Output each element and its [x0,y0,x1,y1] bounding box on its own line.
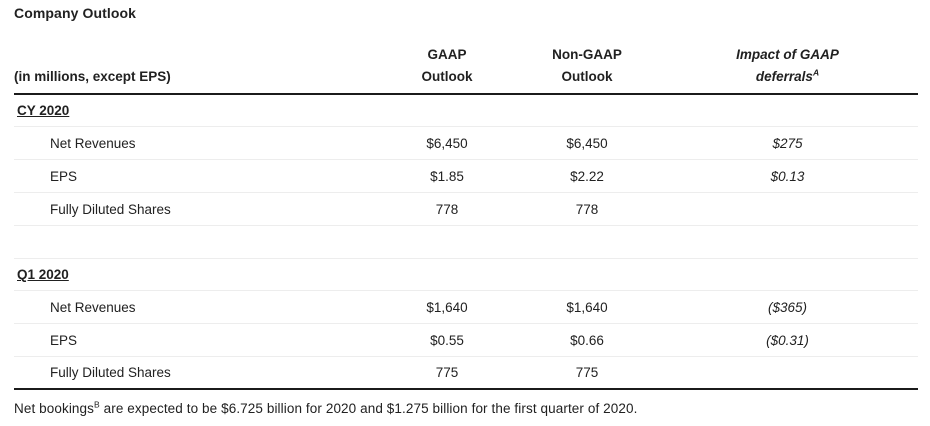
cell-non-gaap: 775 [575,365,599,380]
column-header-non-gaap-line1: Non-GAAP [552,47,622,62]
table-row-q1-net-revenues: Net Revenues $1,640 $1,640 ($365) [14,291,918,324]
row-label: EPS [50,332,78,348]
row-label: Net Revenues [50,299,136,315]
unit-label: (in millions, except EPS) [14,69,171,84]
section-divider-gap [14,226,918,258]
section-heading-q1-2020: Q1 2020 [17,267,69,282]
column-header-impact-line1: Impact of GAAP [736,47,839,62]
cell-gaap: $1,640 [426,299,468,315]
cell-impact: ($0.31) [766,332,809,348]
footnote-marker-b: B [94,399,100,410]
cell-gaap: 775 [435,365,459,380]
cell-gaap: $0.55 [430,332,464,348]
footnote-suffix: are expected to be $6.725 billion for 20… [99,401,638,416]
column-header-non-gaap-outlook: Non-GAAP Outlook [517,44,657,88]
column-header-non-gaap-line2: Outlook [561,69,613,84]
row-label: Fully Diluted Shares [50,201,171,217]
section-q1-2020: Q1 2020 Net Revenues $1,640 $1,640 ($365… [14,258,918,390]
row-label: Fully Diluted Shares [50,365,171,380]
row-label: Net Revenues [50,135,136,151]
table-row-cy-net-revenues: Net Revenues $6,450 $6,450 $275 [14,127,918,160]
column-header-gaap-outlook: GAAP Outlook [377,44,517,88]
cell-impact: $275 [772,135,803,151]
cell-non-gaap: $6,450 [566,135,608,151]
footnote-prefix: Net bookings [14,401,94,416]
cell-non-gaap: $0.66 [570,332,604,348]
table-header-row: (in millions, except EPS) GAAP Outlook N… [14,44,918,95]
column-header-impact-of-gaap-deferrals: Impact of GAAP deferralsA [657,44,918,88]
cell-impact: $0.13 [770,168,805,184]
table-row-cy-fully-diluted-shares: Fully Diluted Shares 778 778 [14,193,918,226]
section-heading-row: CY 2020 [14,95,918,127]
cell-non-gaap: $1,640 [566,299,608,315]
cell-impact: ($365) [767,299,808,315]
column-header-gaap-line2: Outlook [421,69,473,84]
page-title: Company Outlook [14,5,137,21]
row-label: EPS [50,168,78,184]
column-header-impact-line2: deferralsA [657,66,918,88]
cell-gaap: 778 [435,201,459,217]
section-cy-2020: CY 2020 Net Revenues $6,450 $6,450 $275 … [14,95,918,226]
column-header-gaap-line1: GAAP [427,47,467,62]
table-row-q1-fully-diluted-shares: Fully Diluted Shares 775 775 [14,357,918,390]
cell-gaap: $6,450 [426,135,468,151]
table-row-cy-eps: EPS $1.85 $2.22 $0.13 [14,160,918,193]
cell-gaap: $1.85 [430,168,464,184]
column-header-impact-line2-text: deferrals [755,69,813,84]
cell-non-gaap: $2.22 [570,168,604,184]
footnote-marker-a: A [812,67,820,78]
cell-non-gaap: 778 [575,201,599,217]
section-heading-cy-2020: CY 2020 [17,103,70,118]
section-heading-row: Q1 2020 [14,258,918,291]
table-row-q1-eps: EPS $0.55 $0.66 ($0.31) [14,324,918,357]
net-bookings-footnote: Net bookingsB are expected to be $6.725 … [14,399,918,416]
